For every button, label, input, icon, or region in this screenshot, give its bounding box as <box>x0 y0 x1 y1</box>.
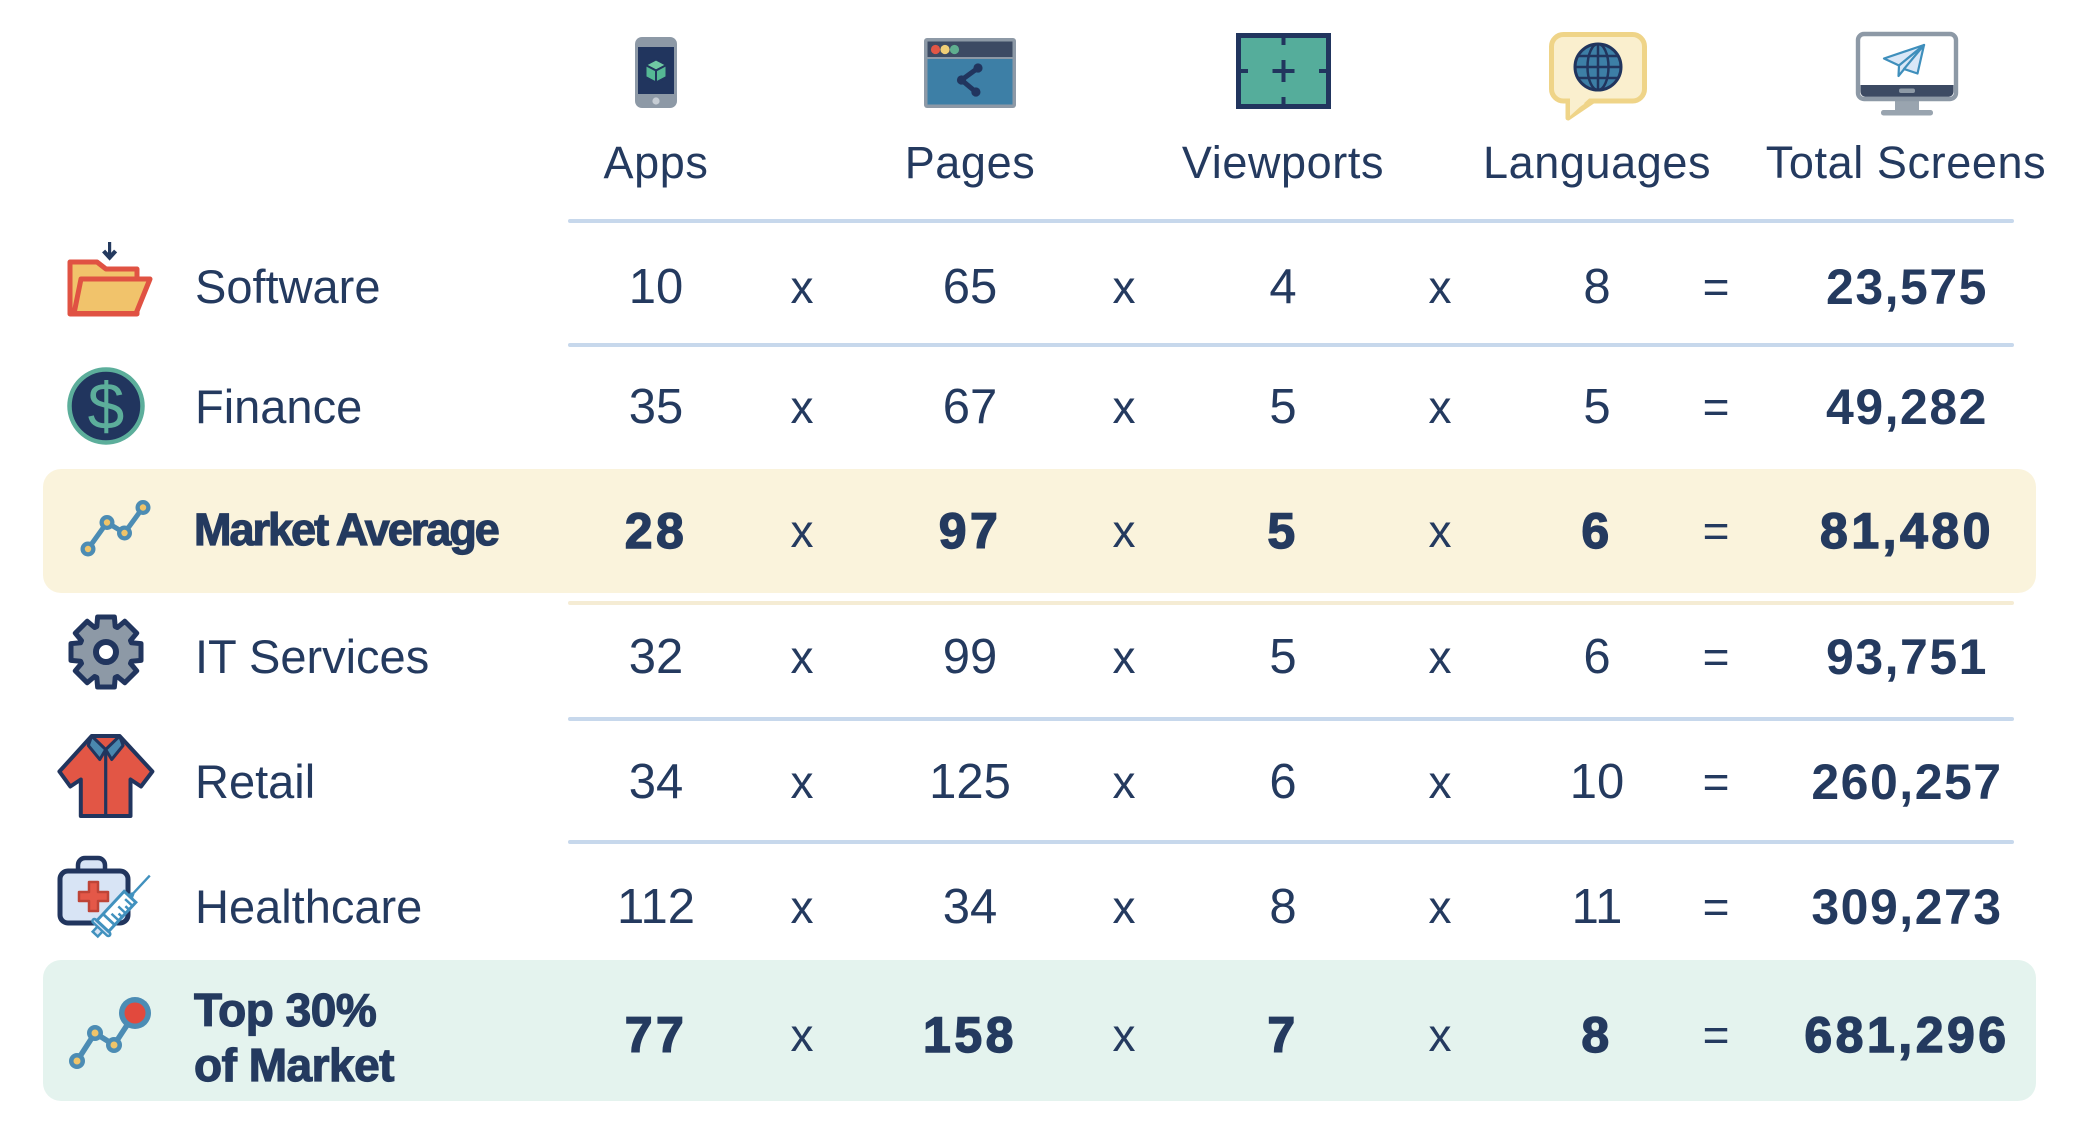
svg-text:$: $ <box>88 369 125 443</box>
